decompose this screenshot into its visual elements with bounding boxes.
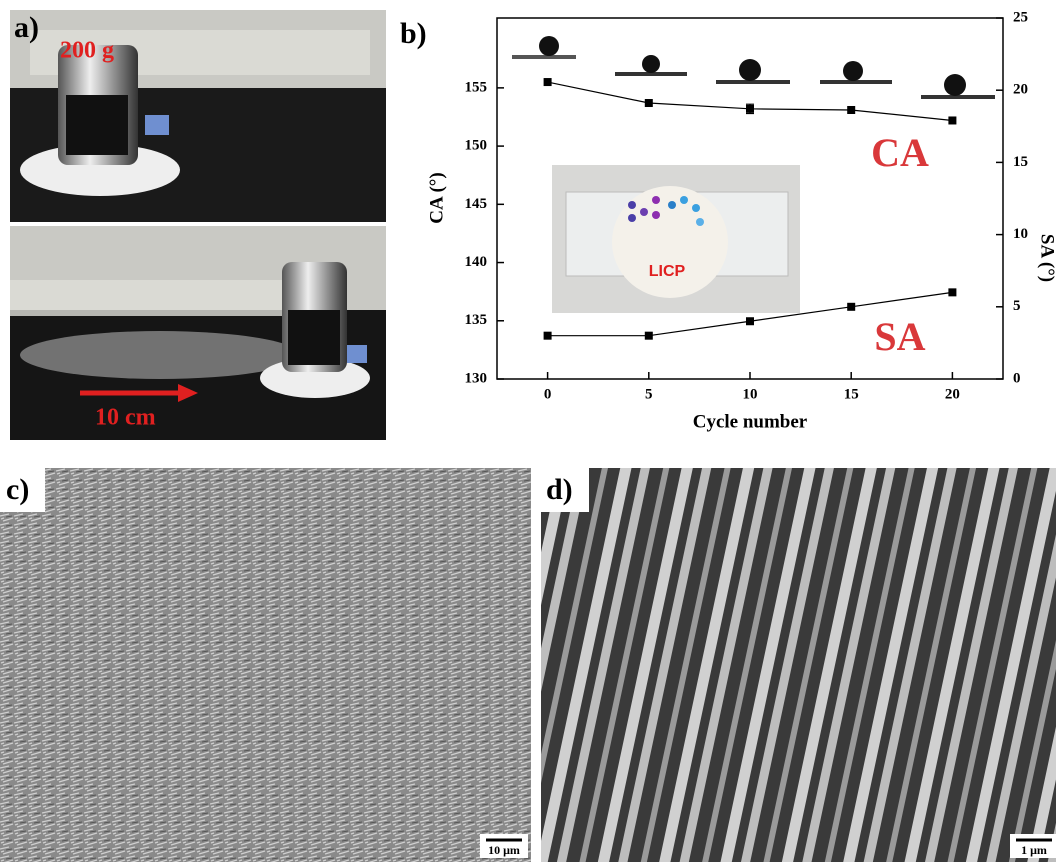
x-axis-title: Cycle number — [693, 411, 808, 432]
y2-tick-label: 10 — [1013, 226, 1028, 242]
y2-tick-label: 5 — [1013, 298, 1021, 314]
y2-axis-title: SA (°) — [1037, 234, 1056, 282]
data-point — [544, 78, 552, 86]
distance-label: 10 cm — [95, 405, 156, 431]
scale-label: 10 μm — [488, 843, 520, 857]
x-tick-label: 20 — [945, 386, 960, 402]
annotation: CA — [871, 130, 929, 175]
figure: a) 200 g 10 cm c) 10 μm d) 1 μm b) LICP … — [0, 0, 1056, 862]
y-tick-label: 145 — [465, 196, 488, 212]
panel-label: a) — [14, 11, 39, 44]
panel-label: c) — [6, 473, 29, 506]
x-tick-label: 0 — [544, 386, 552, 402]
data-point — [645, 99, 653, 107]
scale-label: 1 μm — [1021, 843, 1047, 857]
data-point — [847, 106, 855, 114]
data-point — [746, 317, 754, 325]
y2-tick-label: 20 — [1013, 82, 1028, 98]
annotation: SA — [874, 314, 925, 359]
sem-image-d — [541, 468, 1056, 862]
x-tick-label: 10 — [743, 386, 758, 402]
y-tick-label: 130 — [465, 370, 488, 386]
y2-tick-label: 15 — [1013, 154, 1028, 170]
panel-label: b) — [400, 17, 427, 50]
data-point — [544, 332, 552, 340]
panel-label: d) — [546, 473, 573, 506]
y-tick-label: 155 — [465, 79, 488, 95]
data-point — [645, 332, 653, 340]
x-tick-label: 15 — [844, 386, 859, 402]
sem-image-c — [0, 468, 531, 862]
photo-inset — [552, 165, 800, 313]
series-line — [548, 82, 953, 120]
photo-a — [10, 10, 386, 440]
y-axis-title: CA (°) — [426, 172, 447, 223]
data-point — [948, 116, 956, 124]
data-point — [746, 105, 754, 113]
y-tick-label: 135 — [465, 312, 488, 328]
y-tick-label: 150 — [465, 138, 488, 154]
inset-label: LICP — [649, 263, 686, 280]
data-point — [948, 288, 956, 296]
weight-label: 200 g — [60, 38, 114, 64]
x-tick-label: 5 — [645, 386, 653, 402]
data-point — [847, 303, 855, 311]
y2-tick-label: 0 — [1013, 370, 1021, 386]
y2-tick-label: 25 — [1013, 9, 1028, 25]
y-tick-label: 140 — [465, 254, 488, 270]
